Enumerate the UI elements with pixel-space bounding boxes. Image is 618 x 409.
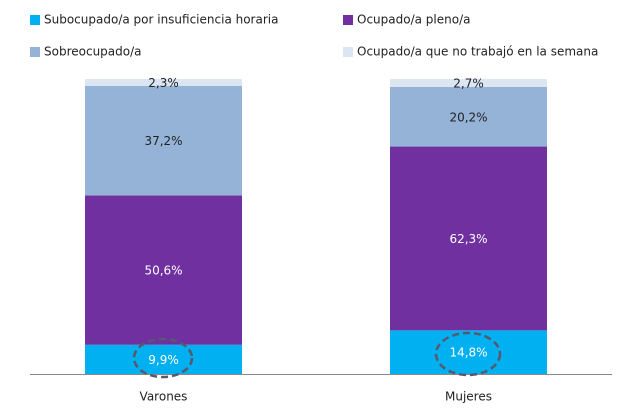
bar-segment — [390, 330, 547, 374]
data-label: 2,3% — [148, 76, 179, 90]
legend-swatch — [343, 15, 353, 25]
x-tick-label: Varones — [140, 390, 188, 404]
legend-swatch — [30, 47, 40, 57]
legend-label: Ocupado/a que no trabajó en la semana — [357, 45, 598, 59]
bar-segment — [390, 146, 547, 331]
bar-segment — [390, 86, 547, 147]
legend-label: Ocupado/a pleno/a — [357, 13, 470, 27]
data-label: 50,6% — [144, 264, 182, 278]
x-tick-label: Mujeres — [445, 390, 492, 404]
data-label: 37,2% — [144, 134, 182, 148]
legend-swatch — [30, 15, 40, 25]
data-label: 2,7% — [453, 76, 484, 90]
highlight-circle — [434, 331, 502, 377]
legend-label: Sobreocupado/a — [44, 45, 142, 59]
data-label: 62,3% — [449, 232, 487, 246]
legend-swatch — [343, 47, 353, 57]
bar-segment — [85, 79, 242, 86]
data-label: 9,9% — [148, 353, 179, 367]
data-label: 14,8% — [449, 346, 487, 360]
bar-segment — [85, 195, 242, 345]
legend-label: Subocupado/a por insuficiencia horaria — [44, 13, 278, 27]
highlight-circle — [132, 337, 194, 379]
data-label: 20,2% — [449, 110, 487, 124]
bar-segment — [85, 85, 242, 196]
bar-segment — [390, 79, 547, 87]
bar-segment — [85, 344, 242, 374]
